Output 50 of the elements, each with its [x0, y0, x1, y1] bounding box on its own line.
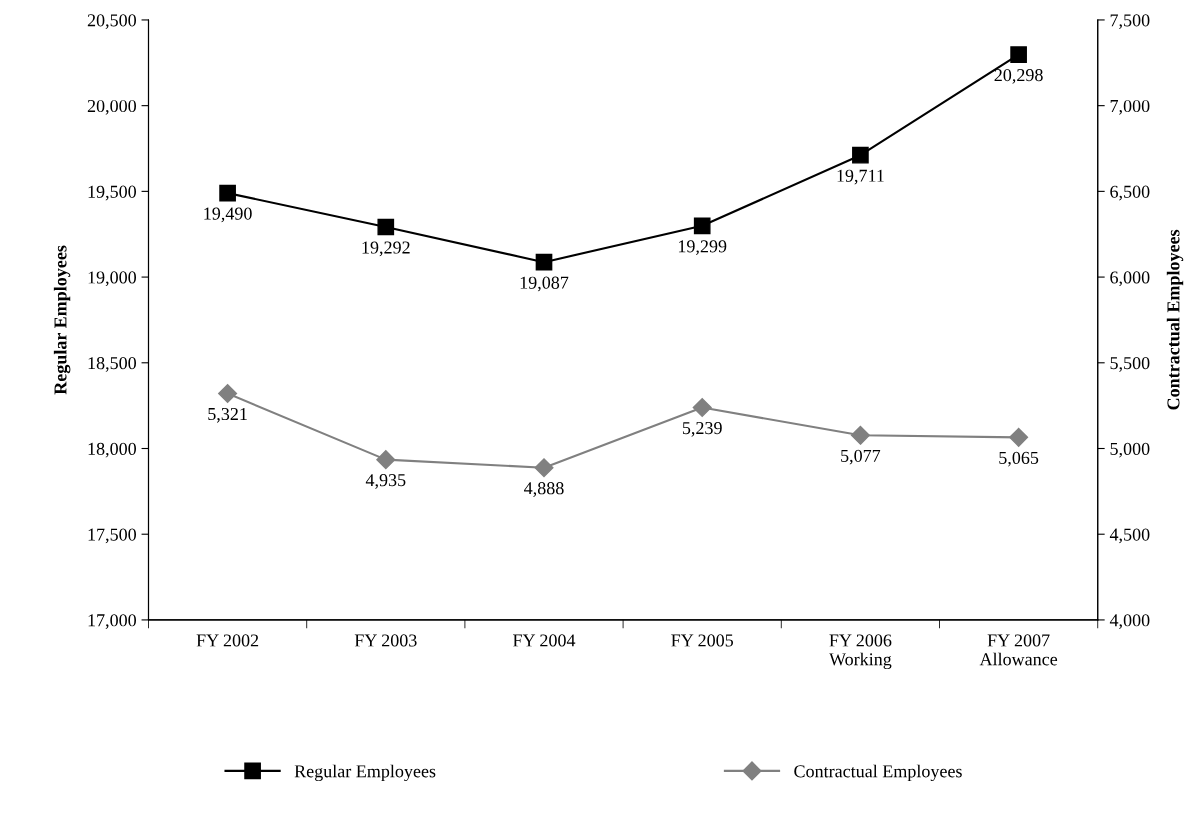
data-label: 19,299: [678, 240, 727, 256]
point: [535, 253, 553, 271]
y2-tick-label: 7,000: [1110, 99, 1150, 115]
point: [692, 397, 712, 418]
point: [219, 184, 236, 202]
y-tick-label: 19,500: [88, 185, 137, 201]
x-tick-label: FY 2006 Working: [829, 634, 892, 670]
legend-label: Regular Employees: [294, 764, 436, 782]
data-label: 5,239: [682, 421, 722, 437]
point: [1010, 46, 1027, 63]
y2-tick-label: 5,500: [1110, 357, 1150, 372]
y-tick-label: 20,500: [87, 14, 137, 29]
y2-tick-label: 4,500: [1109, 528, 1150, 544]
y-tick-label: 17,000: [88, 614, 137, 629]
data-label: 20,298: [994, 68, 1043, 84]
data-label: 4,935: [365, 474, 406, 489]
x-tick-label: FY 2005: [671, 634, 734, 647]
point: [534, 458, 554, 478]
x-tick-label: FY 2003: [354, 634, 417, 647]
data-label: 19,087: [520, 276, 569, 292]
y-tick-label: 20,000: [87, 99, 137, 115]
point: [1009, 427, 1029, 447]
x-tick-label: FY 2004: [513, 634, 576, 647]
data-label: 5,065: [999, 451, 1039, 467]
data-label: 19,711: [837, 169, 884, 185]
y2-tick-label: 4,000: [1109, 614, 1150, 629]
y2-tick-label: 5,000: [1110, 442, 1150, 458]
y-tick-label: 18,500: [88, 357, 137, 372]
data-label: 4,888: [524, 482, 564, 497]
y2-tick-label: 7,500: [1110, 14, 1150, 29]
legend-label: Contractual Employees: [794, 764, 962, 782]
point: [850, 425, 870, 445]
y-axis-title: Regular Employees: [53, 245, 71, 395]
data-label: 19,490: [204, 207, 252, 223]
y-tick-label: 18,000: [88, 442, 137, 458]
y2-tick-label: 6,500: [1110, 185, 1150, 201]
x-tick-label: FY 2002: [196, 634, 259, 647]
data-label: 5,321: [208, 407, 247, 423]
point: [852, 146, 869, 164]
y2-axis-title: Contractual Employees: [1166, 229, 1184, 410]
point: [218, 383, 238, 404]
x-tick-label: FY 2007 Allowance: [979, 634, 1058, 666]
y2-tick-label: 6,000: [1110, 271, 1150, 287]
point: [376, 450, 396, 470]
data-label: 5,077: [841, 449, 881, 465]
point: [693, 217, 711, 235]
y-tick-label: 19,000: [88, 271, 137, 287]
y-tick-label: 17,500: [88, 528, 137, 544]
data-label: 19,292: [362, 241, 410, 257]
point: [377, 218, 395, 236]
